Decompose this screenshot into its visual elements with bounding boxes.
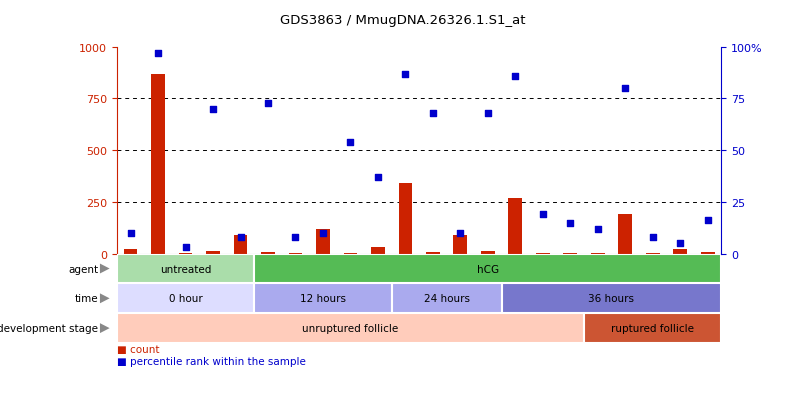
Bar [509,198,522,254]
Bar [117,284,254,313]
Bar [398,184,412,254]
Point [344,139,357,146]
Point [509,73,521,80]
Bar [481,251,495,254]
Text: ■ count: ■ count [117,344,160,354]
Text: 36 hours: 36 hours [588,294,634,304]
Point [124,230,137,237]
Bar [152,74,165,254]
Bar [501,284,721,313]
Bar [426,252,440,254]
Bar [261,252,275,254]
Text: ruptured follicle: ruptured follicle [611,323,694,333]
Point [289,234,302,241]
Text: time: time [75,294,98,304]
Bar [254,254,721,284]
Point [454,230,467,237]
Point [234,234,247,241]
Text: unruptured follicle: unruptured follicle [302,323,398,333]
Bar [392,284,501,313]
Bar [117,313,584,343]
Point [481,110,494,117]
Bar [254,284,392,313]
Bar [673,250,687,254]
Bar [563,253,577,254]
Text: 12 hours: 12 hours [300,294,346,304]
Point [646,234,659,241]
Point [317,230,330,237]
Bar [179,253,193,254]
Point [592,226,604,233]
Bar [316,229,330,254]
Text: ■ percentile rank within the sample: ■ percentile rank within the sample [117,356,305,366]
Bar [343,253,357,254]
Bar [234,235,247,254]
Point [152,50,164,57]
Text: untreated: untreated [160,264,211,274]
Bar [700,252,714,254]
Bar [584,313,721,343]
Text: 0 hour: 0 hour [168,294,202,304]
Bar [117,254,254,284]
Bar [591,253,604,254]
Point [179,244,192,251]
Point [399,71,412,78]
Bar [124,250,138,254]
Text: hCG: hCG [477,264,499,274]
Point [206,106,219,113]
Point [564,220,577,226]
Bar [289,253,302,254]
Bar [536,253,550,254]
Bar [646,253,659,254]
Point [701,218,714,224]
Text: development stage: development stage [0,323,98,333]
Bar [371,248,384,254]
Point [372,174,384,181]
Point [536,211,549,218]
Bar [454,235,467,254]
Point [261,100,274,107]
Bar [206,251,220,254]
Text: 24 hours: 24 hours [424,294,470,304]
Bar [618,215,632,254]
Point [674,240,687,247]
Point [426,110,439,117]
Text: GDS3863 / MmugDNA.26326.1.S1_at: GDS3863 / MmugDNA.26326.1.S1_at [280,14,526,27]
Text: agent: agent [69,264,98,274]
Point [619,85,632,92]
